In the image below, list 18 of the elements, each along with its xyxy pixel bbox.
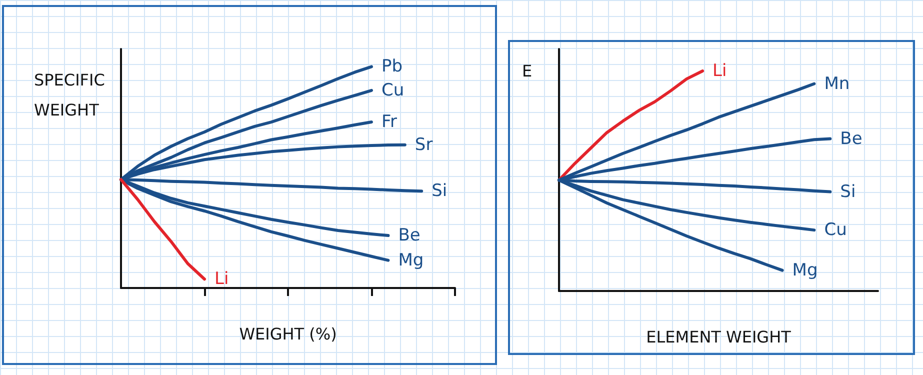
series-label: Mg [398, 250, 424, 270]
series-label: Cu [824, 220, 847, 240]
series-label: Sr [414, 134, 433, 155]
series-label: Cu [382, 80, 404, 100]
series-label: Mn [824, 74, 850, 94]
series-label: Fr [382, 112, 398, 132]
series-label: Be [398, 226, 420, 246]
series-label: Pb [382, 56, 403, 77]
series-label: Li [712, 61, 727, 81]
series-label: Li [214, 269, 229, 290]
x-axis-title: WEIGHT (%) [239, 324, 337, 344]
series-label: Mg [792, 260, 818, 280]
series-label: Si [432, 181, 448, 202]
series-label: Be [840, 128, 862, 149]
y-axis-title: E [522, 62, 532, 80]
y-axis-title: SPECIFIC WEIGHT [34, 70, 110, 120]
x-axis-title: ELEMENT WEIGHT [646, 328, 792, 346]
series-label: Si [840, 182, 856, 202]
